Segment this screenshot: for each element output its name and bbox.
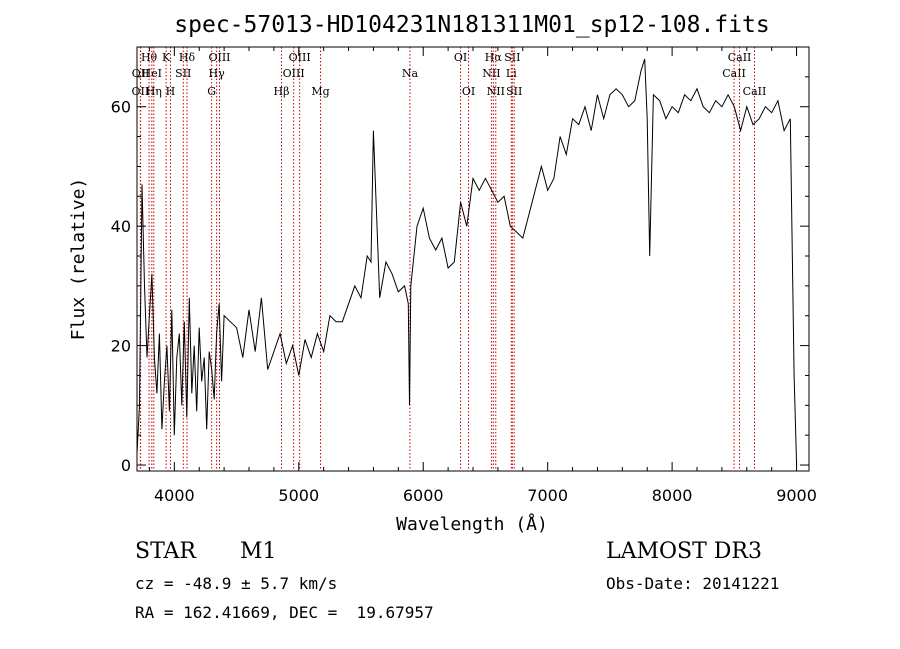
x-tick-label: 9000 xyxy=(776,486,817,505)
line-label: Hγ xyxy=(209,67,226,80)
line-label: OIII xyxy=(289,51,311,64)
line-label: Mg xyxy=(311,85,329,98)
plot-area xyxy=(136,58,798,466)
observation-date: Obs-Date: 20141221 xyxy=(606,574,780,593)
x-tick-label: 5000 xyxy=(278,486,319,505)
chart-title: spec-57013-HD104231N181311M01_sp12-108.f… xyxy=(174,12,769,38)
object-class: STAR xyxy=(135,539,196,564)
line-label: OIII xyxy=(283,67,305,80)
x-axis-label: Wavelength (Å) xyxy=(396,513,548,535)
x-tick-label: 6000 xyxy=(403,486,444,505)
line-label: SII xyxy=(504,51,520,64)
line-label: HeI xyxy=(142,67,162,80)
y-tick-label: 60 xyxy=(111,98,131,117)
x-tick-label: 4000 xyxy=(154,486,195,505)
object-subclass: M1 xyxy=(240,539,277,564)
y-tick-label: 0 xyxy=(121,456,131,475)
x-tick-label: 7000 xyxy=(527,486,568,505)
y-axis-label: Flux (relative) xyxy=(68,178,89,341)
line-label: H xyxy=(166,85,176,98)
plot-frame xyxy=(136,46,810,472)
line-label: SII xyxy=(175,67,191,80)
line-label: OII xyxy=(132,67,150,80)
spectrum-line xyxy=(136,58,798,466)
line-label: Hδ xyxy=(179,51,196,64)
redshift-velocity: cz = -48.9 ± 5.7 km/s xyxy=(135,574,338,593)
line-label: NII xyxy=(482,67,500,80)
x-tick-label: 8000 xyxy=(652,486,693,505)
line-label: Hβ xyxy=(274,85,290,98)
y-tick-label: 40 xyxy=(111,217,131,236)
line-label: Hα xyxy=(485,51,503,64)
line-label: NII xyxy=(487,85,505,98)
line-label: OI xyxy=(462,85,475,98)
line-label: Hη xyxy=(146,85,162,98)
y-tick-label: 20 xyxy=(111,337,131,356)
survey-name: LAMOST DR3 xyxy=(606,539,762,564)
line-label: G xyxy=(207,85,216,98)
line-label: K xyxy=(162,51,171,64)
line-label: CaII xyxy=(722,67,746,80)
line-label: CaII xyxy=(743,85,767,98)
line-label: Hθ xyxy=(141,51,158,64)
line-label: CaII xyxy=(728,51,752,64)
line-label: Li xyxy=(506,67,517,80)
axes: 4000 5000 6000 7000 8000 9000 0 20 40 60 xyxy=(111,46,817,505)
line-label: OIII xyxy=(208,51,230,64)
line-label: OI xyxy=(454,51,467,64)
line-label: Na xyxy=(402,67,419,80)
ra-dec-coordinates: RA = 162.41669, DEC = 19.67957 xyxy=(135,603,434,622)
emission-line-markers: OII OII Hθ HeI Hη K H SII Hδ G Hγ OIII Hβ OIII OIII Mg N… xyxy=(132,47,767,471)
line-label: OII xyxy=(132,85,150,98)
line-label: SII xyxy=(506,85,522,98)
